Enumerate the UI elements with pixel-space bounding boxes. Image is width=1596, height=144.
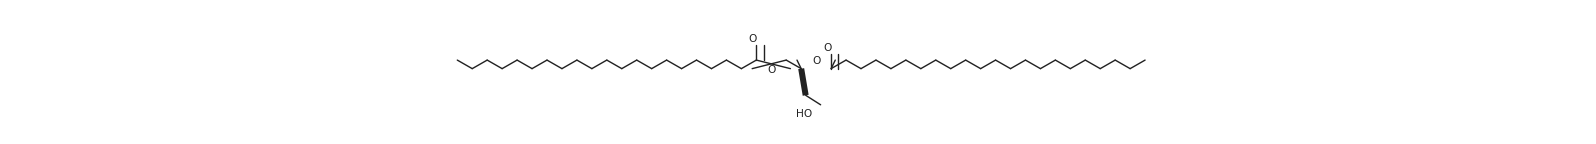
Text: O: O <box>749 34 757 44</box>
Text: HO: HO <box>796 108 812 118</box>
Text: O: O <box>812 56 820 66</box>
Text: O: O <box>824 43 832 53</box>
Text: O: O <box>768 64 776 74</box>
